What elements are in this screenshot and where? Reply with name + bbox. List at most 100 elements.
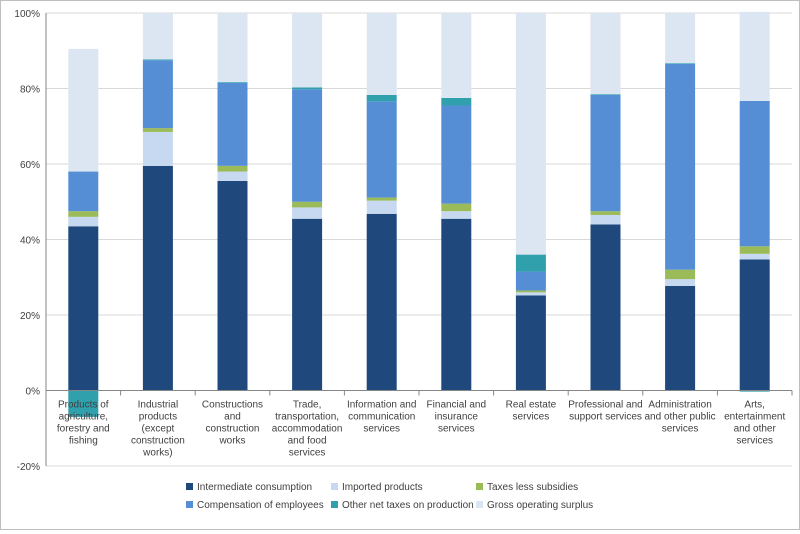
bar-segment: [739, 259, 770, 391]
y-tick-label: 60%: [20, 160, 40, 171]
category-label: Constructions and construction works: [202, 400, 263, 447]
category-label-line: and: [224, 412, 241, 423]
category-label: Information and communication services: [347, 400, 417, 435]
bar-segment: [142, 59, 173, 61]
category-label-line: services: [662, 424, 699, 435]
category-label: Professional and support services: [568, 400, 643, 423]
bar-segment: [665, 13, 696, 64]
bar-segment: [68, 211, 99, 217]
legend-label: Gross operating surplus: [487, 500, 593, 511]
bar-segment: [217, 171, 248, 181]
bar-segment: [68, 216, 99, 227]
category-label-line: Constructions: [202, 400, 263, 411]
bar-segment: [142, 13, 173, 60]
bar-segment: [292, 218, 323, 391]
category-label-line: Information and: [347, 400, 417, 411]
bar-segment: [739, 390, 770, 392]
y-tick-label: 0%: [26, 387, 41, 398]
bar-segment: [590, 94, 621, 212]
bar-segment: [292, 207, 323, 219]
bar-segment: [515, 271, 546, 291]
category-label-line: Administration: [648, 400, 711, 411]
bar-segment: [292, 13, 323, 88]
bar-segment: [68, 390, 99, 417]
bar-segment: [665, 63, 696, 270]
category-label-line: transportation,: [275, 412, 339, 423]
legend-swatch: [331, 483, 338, 490]
category-label-line: Products of: [58, 400, 109, 411]
bar-segment: [292, 87, 323, 90]
category-label-line: insurance: [435, 412, 479, 423]
bar-segment: [665, 269, 696, 280]
bar-segment: [739, 11, 770, 101]
legend-swatch: [186, 483, 193, 490]
category-label-line: (except: [142, 424, 175, 435]
legend-label: Taxes less subsidies: [487, 482, 578, 493]
category-label-line: services: [363, 424, 400, 435]
category-label-line: agriculture,: [59, 412, 108, 423]
category-label-line: Industrial: [138, 400, 179, 411]
bar-segment: [217, 13, 248, 83]
category-label-line: Arts,: [744, 400, 765, 411]
bar-segment: [292, 89, 323, 202]
category-label-line: Professional and: [568, 400, 643, 411]
bar-segment: [366, 13, 397, 95]
category-label-line: services: [438, 424, 475, 435]
category-label-line: services: [289, 448, 326, 459]
bar-segment: [739, 253, 770, 260]
legend-label: Other net taxes on production: [342, 500, 474, 511]
legend-swatch: [476, 501, 483, 508]
category-label: Financial and insurance services: [427, 400, 486, 435]
category-label-line: works: [218, 436, 245, 447]
category-label: Trade, transportation, accommodation and fo…: [272, 400, 343, 459]
bar-segment: [665, 63, 696, 64]
legend-swatch: [476, 483, 483, 490]
legend-label: Intermediate consumption: [197, 482, 312, 493]
legend-label: Imported products: [342, 482, 423, 493]
bar-segment: [366, 101, 397, 198]
category-label-line: Trade,: [293, 400, 322, 411]
bar-segment: [441, 211, 472, 219]
bar-segment: [366, 213, 397, 391]
category-label-line: services: [736, 436, 773, 447]
category-label-line: and food: [288, 436, 327, 447]
legend-swatch: [186, 501, 193, 508]
category-label-line: communication: [348, 412, 415, 423]
bar-segment: [441, 218, 472, 391]
bar-segment: [68, 171, 99, 212]
legend-label: Compensation of employees: [197, 500, 324, 511]
category-label-line: and other public: [645, 412, 716, 423]
category-label-line: support services: [569, 412, 642, 423]
legend-swatch: [331, 501, 338, 508]
bar-segment: [441, 13, 472, 98]
y-tick-label: 20%: [20, 311, 40, 322]
bar-segment: [217, 82, 248, 83]
bar-segment: [217, 82, 248, 166]
bar-segment: [142, 131, 173, 166]
bar-segment: [68, 226, 99, 391]
bar-segment: [292, 201, 323, 208]
bar-segment: [366, 94, 397, 102]
bar-segment: [366, 200, 397, 214]
category-label: Products of agriculture, forestry and fishi…: [57, 400, 110, 447]
y-tick-label: -20%: [17, 462, 40, 473]
category-label-line: entertainment: [724, 412, 785, 423]
category-label: Industrial products (except construction wor…: [131, 400, 185, 459]
bar-segment: [739, 100, 770, 247]
category-label-line: Real estate: [506, 400, 557, 411]
bar-segment: [441, 105, 472, 204]
category-label-line: accommodation: [272, 424, 343, 435]
bar-segment: [441, 203, 472, 212]
y-tick-label: 80%: [20, 85, 40, 96]
category-label-line: services: [513, 412, 550, 423]
bar-segment: [515, 254, 546, 272]
category-label-line: and other: [734, 424, 777, 435]
bar-segment: [590, 224, 621, 391]
bar-segment: [665, 279, 696, 286]
bar-segment: [590, 13, 621, 95]
category-label-line: construction: [206, 424, 260, 435]
bar-segment: [217, 180, 248, 391]
category-label-line: works): [142, 448, 172, 459]
